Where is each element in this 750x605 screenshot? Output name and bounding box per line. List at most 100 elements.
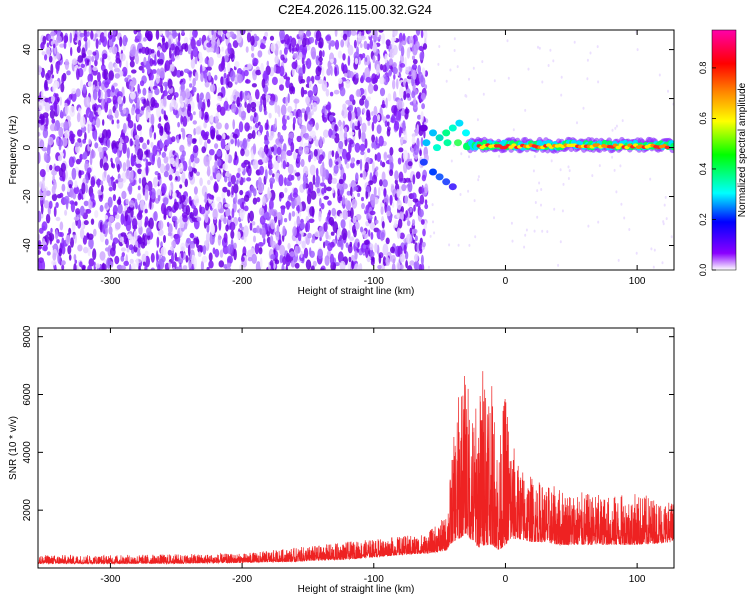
spectrogram-noise-cell — [104, 91, 108, 103]
spectrogram-noise-cell — [224, 175, 228, 183]
spectrogram-noise-cell — [131, 106, 135, 116]
x-tick-label: -300 — [100, 276, 120, 287]
spectrogram-noise-cell — [88, 124, 93, 131]
spectrogram-faint-cell — [527, 67, 530, 71]
spectrogram-noise-cell — [245, 165, 249, 173]
spectrogram-noise-cell — [269, 199, 274, 211]
spectrogram-noise-cell — [219, 249, 224, 258]
spectrogram-faint-cell — [667, 89, 669, 93]
spectrogram-noise-cell — [412, 239, 416, 244]
spectrogram-noise-cell — [243, 194, 250, 202]
spectrogram-noise-cell — [264, 110, 268, 116]
spectrogram-faint-cell — [473, 199, 476, 203]
spectrogram-noise-cell — [379, 63, 384, 71]
spectrogram-noise-cell — [225, 152, 229, 163]
spectrogram-noise-cell — [348, 104, 353, 113]
spectrogram-noise-cell — [409, 101, 415, 106]
spectrogram-noise-cell — [121, 190, 127, 200]
spectrogram-noise-cell — [171, 136, 176, 143]
spectrogram-noise-cell — [288, 82, 294, 95]
spectrogram-faint-cell — [438, 45, 441, 48]
spectrogram-noise-cell — [311, 265, 315, 270]
spectrogram-noise-cell — [117, 163, 120, 173]
spectrogram-noise-cell — [126, 116, 129, 122]
spectrogram-noise-cell — [258, 103, 263, 113]
spectrogram-noise-cell — [104, 102, 108, 113]
spectrogram-faint-cell — [449, 68, 452, 72]
spectrogram-noise-cell — [189, 200, 193, 207]
spectrogram-noise-cell — [340, 239, 344, 251]
spectrogram-noise-cell — [185, 255, 189, 263]
spectrogram-noise-cell — [220, 76, 224, 85]
spectrogram-noise-cell — [189, 30, 192, 40]
spectrogram-noise-cell — [61, 237, 65, 247]
spectrogram-noise-cell — [318, 56, 323, 62]
spectrogram-noise-cell — [420, 137, 424, 147]
spectrogram-noise-cell — [406, 47, 411, 59]
spectrogram-noise-cell — [56, 51, 60, 60]
spectrogram-faint-cell — [591, 174, 594, 178]
spectrogram-noise-cell — [222, 186, 228, 193]
spectrogram-noise-cell — [293, 151, 297, 160]
spectrogram-noise-cell — [201, 146, 206, 154]
spectrogram-noise-cell — [331, 150, 335, 158]
spectrogram-noise-cell — [378, 135, 384, 147]
spectrogram-noise-cell — [154, 102, 160, 108]
spectrogram-noise-cell — [372, 174, 378, 184]
spectrogram-noise-cell — [370, 231, 374, 240]
spectrogram-noise-cell — [171, 99, 177, 108]
spectrogram-noise-cell — [312, 102, 318, 112]
spectrogram-noise-cell — [108, 226, 113, 235]
spectrogram-noise-cell — [114, 73, 121, 79]
spectrogram-noise-cell — [196, 171, 200, 177]
spectrogram-noise-cell — [90, 218, 95, 225]
spectrogram-noise-cell — [163, 209, 169, 216]
spectrogram-faint-cell — [557, 263, 560, 267]
spectrogram-noise-cell — [349, 241, 353, 247]
spectrogram-noise-cell — [112, 181, 117, 191]
spectrogram-noise-cell — [186, 237, 191, 244]
spectrogram-noise-cell — [238, 121, 244, 133]
spectrogram-noise-cell — [371, 111, 375, 116]
spectrogram-noise-cell — [155, 30, 160, 40]
spectrogram-noise-cell — [110, 161, 114, 168]
spectrogram-noise-cell — [51, 169, 57, 176]
spectrogram-faint-cell — [573, 40, 576, 44]
spectrogram-noise-cell — [364, 57, 368, 62]
spectrogram-noise-cell — [251, 253, 257, 264]
spectrogram-noise-cell — [214, 160, 218, 169]
spectrogram-noise-cell — [311, 238, 315, 244]
spectrogram-faint-cell — [665, 217, 668, 221]
spectrogram-noise-cell — [362, 170, 367, 180]
spectrogram-noise-cell — [214, 153, 218, 162]
spectrogram-noise-cell — [88, 237, 94, 250]
spectrogram-noise-cell — [205, 232, 211, 244]
spectrogram-noise-cell — [253, 235, 256, 243]
spectrogram-noise-cell — [68, 254, 72, 261]
spectrogram-noise-cell — [189, 83, 193, 88]
spectrogram-noise-cell — [177, 121, 181, 128]
spectrogram-noise-cell — [141, 46, 147, 54]
spectrogram-noise-cell — [409, 207, 413, 213]
spectrogram-noise-cell — [289, 43, 292, 53]
spectrogram-noise-cell — [346, 190, 351, 196]
spectrogram-noise-cell — [383, 152, 387, 159]
spectrogram-noise-cell — [251, 53, 255, 58]
spectrogram-noise-cell — [71, 58, 78, 65]
spectrogram-noise-cell — [267, 158, 273, 171]
spectrogram-noise-cell — [414, 128, 419, 136]
spectrogram-faint-cell — [445, 79, 448, 83]
spectrogram-noise-cell — [339, 86, 346, 97]
spectrogram-noise-cell — [41, 212, 44, 219]
spectrogram-noise-cell — [325, 88, 330, 97]
spectrogram-noise-cell — [42, 244, 48, 252]
spectrogram-noise-cell — [384, 201, 388, 213]
spectrogram-noise-cell — [371, 134, 375, 143]
spectrogram-noise-cell — [361, 202, 365, 210]
spectrogram-noise-cell — [334, 124, 338, 132]
spectrogram-noise-cell — [150, 267, 155, 270]
spectrogram-noise-cell — [121, 252, 126, 257]
spectrogram-noise-cell — [46, 144, 51, 156]
spectrogram-noise-cell — [200, 72, 204, 83]
